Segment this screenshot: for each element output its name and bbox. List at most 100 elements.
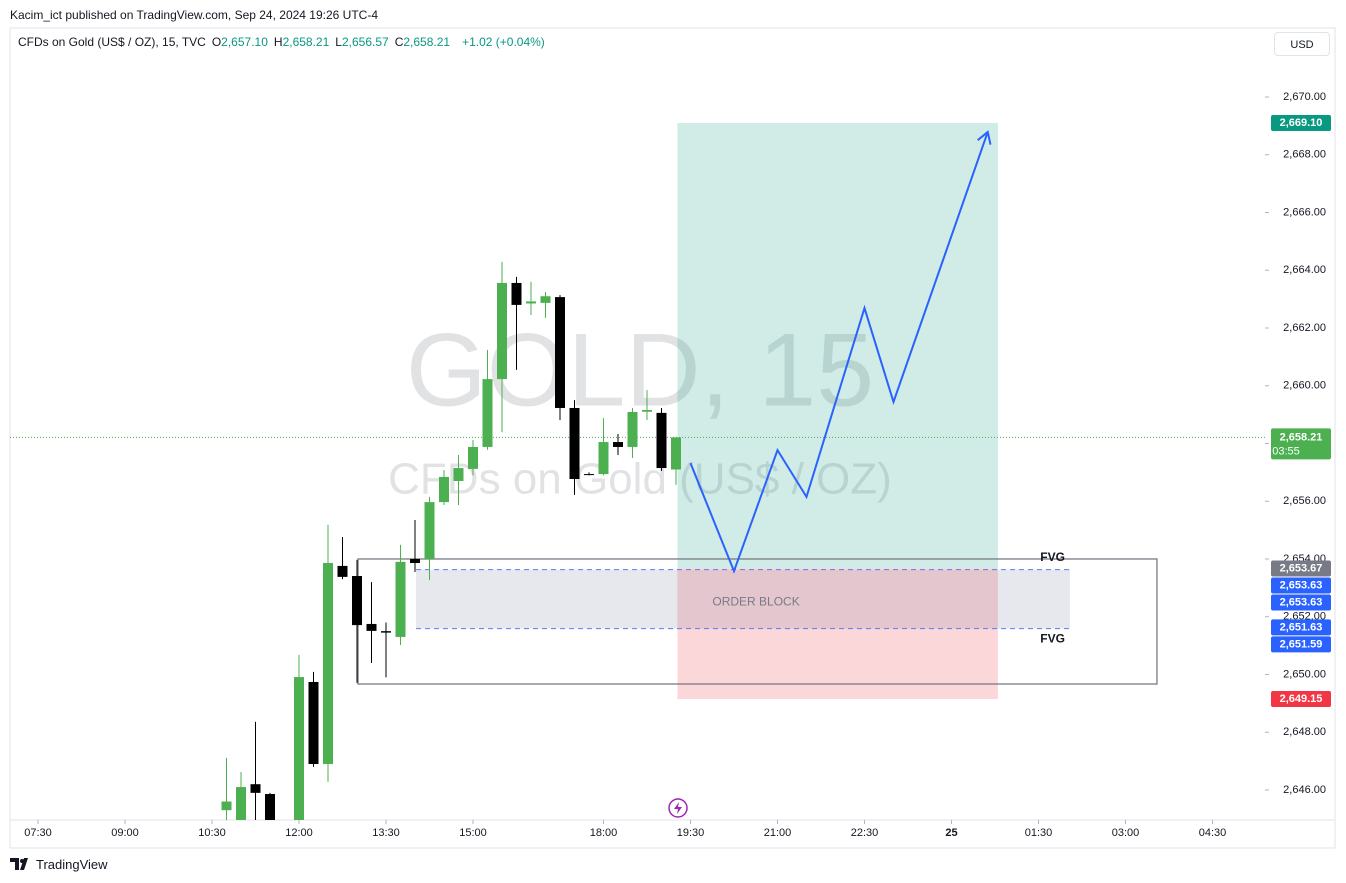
fvg-label: FVG xyxy=(1040,632,1065,646)
candle-body xyxy=(496,282,507,380)
x-tick-label: 13:30 xyxy=(372,827,400,839)
y-tick-label: 2,664.00 xyxy=(1283,264,1326,276)
candle-body xyxy=(656,412,667,469)
y-tick-label: 2,668.00 xyxy=(1283,149,1326,161)
y-tick-label: 2,670.00 xyxy=(1283,91,1326,103)
x-tick-label: 18:00 xyxy=(590,827,618,839)
ohlc-value: 2,657.10 xyxy=(221,35,268,49)
ohlc-label: L xyxy=(335,35,342,49)
current-price-label: 2,658.21 xyxy=(1280,431,1323,443)
candle-body xyxy=(511,282,522,305)
price-badge xyxy=(1271,114,1331,131)
candle-body xyxy=(395,561,406,637)
stop-zone xyxy=(677,568,998,700)
x-tick-label: 25 xyxy=(945,827,957,839)
ohlc-label: H xyxy=(273,35,283,49)
candle-body xyxy=(380,631,391,633)
ohlc-item: L2,656.57 xyxy=(335,35,388,49)
candle-body xyxy=(540,296,551,303)
candle-body xyxy=(409,558,420,564)
candle-body xyxy=(670,437,681,470)
event-icon xyxy=(668,798,688,818)
projection-path xyxy=(689,131,989,574)
price-badge-label: 2,653.63 xyxy=(1280,579,1323,591)
x-tick-label: 15:00 xyxy=(459,827,487,839)
fvg-zone xyxy=(416,569,1070,629)
footer: TradingView xyxy=(10,857,108,872)
x-tick-label: 12:00 xyxy=(285,827,313,839)
logo xyxy=(10,857,28,870)
y-tick-label: 2,662.00 xyxy=(1283,322,1326,334)
x-tick-label: 19:30 xyxy=(677,827,705,839)
candle-body xyxy=(525,301,536,304)
candle-body xyxy=(221,801,232,811)
ohlc-value: 2,656.57 xyxy=(341,35,389,49)
projection-arrowhead xyxy=(977,130,992,145)
ohlc-value: 2,658.21 xyxy=(403,35,451,49)
target-zone xyxy=(677,122,998,569)
price-badge xyxy=(1271,691,1331,708)
candle-body xyxy=(438,476,449,503)
price-badge xyxy=(1271,619,1331,636)
price-badge-label: 2,651.59 xyxy=(1280,638,1323,650)
candle-body xyxy=(366,623,377,631)
y-tick-label: 2,648.00 xyxy=(1283,726,1326,738)
change: +1.02 (+0.04%) xyxy=(462,35,545,49)
plot-area: ORDER BLOCK FVG FVG xyxy=(10,122,1265,820)
x-tick-label: 10:30 xyxy=(198,827,226,839)
ohlc-item: C2,658.21 xyxy=(395,35,450,49)
symbol: CFDs on Gold (US$ / OZ), 15, TVC xyxy=(18,35,206,49)
ohlc: O2,657.10 H2,658.21 L2,656.57 C2,658.21 xyxy=(212,35,456,49)
candle-body xyxy=(453,468,464,482)
fvg-label: FVG xyxy=(1040,550,1065,564)
y-tick-label: 2,666.00 xyxy=(1283,206,1326,218)
price-badge-label: 2,649.15 xyxy=(1280,693,1323,705)
ohlc-item: H2,658.21 xyxy=(274,35,329,49)
candle-body xyxy=(337,565,348,577)
ohlc-item: O2,657.10 xyxy=(212,35,268,49)
candle-body xyxy=(308,681,319,764)
ohlc-label: O xyxy=(211,35,222,49)
price-badge-label: 2,651.63 xyxy=(1280,621,1323,633)
candle-body xyxy=(482,379,493,447)
y-tick-label: 2,650.00 xyxy=(1283,668,1326,680)
order-block-label: ORDER BLOCK xyxy=(712,594,799,608)
price-badge-label: 2,653.63 xyxy=(1280,596,1323,608)
y-tick-label: 2,660.00 xyxy=(1283,380,1326,392)
candle-body xyxy=(641,409,652,412)
y-tick-label: 2,646.00 xyxy=(1283,784,1326,796)
price-badge-label: 2,653.67 xyxy=(1280,562,1323,574)
currency-button[interactable]: USD xyxy=(1274,32,1330,56)
x-tick-label: 04:30 xyxy=(1199,827,1227,839)
candle-body xyxy=(264,794,275,820)
candle-body xyxy=(235,787,246,820)
countdown-label: 03:55 xyxy=(1272,445,1300,457)
candle-body xyxy=(598,442,609,475)
price-badge xyxy=(1271,560,1331,577)
candle-body xyxy=(627,412,638,447)
y-tick-label: 2,656.00 xyxy=(1283,495,1326,507)
x-tick-label: 03:00 xyxy=(1112,827,1140,839)
price-badge xyxy=(1271,636,1331,653)
current-price-badge xyxy=(1271,428,1331,460)
candle-body xyxy=(583,474,594,476)
chart-frame xyxy=(9,27,1336,849)
ohlc-value: 2,658.21 xyxy=(282,35,330,49)
ohlc-label: C xyxy=(394,35,404,49)
price-badge xyxy=(1271,594,1331,611)
candle-body xyxy=(250,784,261,793)
x-tick-label: 21:00 xyxy=(764,827,792,839)
x-tick-label: 07:30 xyxy=(24,827,52,839)
candle-body xyxy=(322,563,333,764)
candle-body xyxy=(424,502,435,559)
x-tick-label: 22:30 xyxy=(851,827,879,839)
candle-body xyxy=(351,576,362,626)
legend: CFDs on Gold (US$ / OZ), 15, TVC O2,657.… xyxy=(18,35,545,49)
price-badge xyxy=(1271,577,1331,594)
x-tick-label: 09:00 xyxy=(111,827,139,839)
candle-body xyxy=(612,442,623,447)
x-tick-label: 01:30 xyxy=(1025,827,1053,839)
candle-body xyxy=(569,407,580,480)
